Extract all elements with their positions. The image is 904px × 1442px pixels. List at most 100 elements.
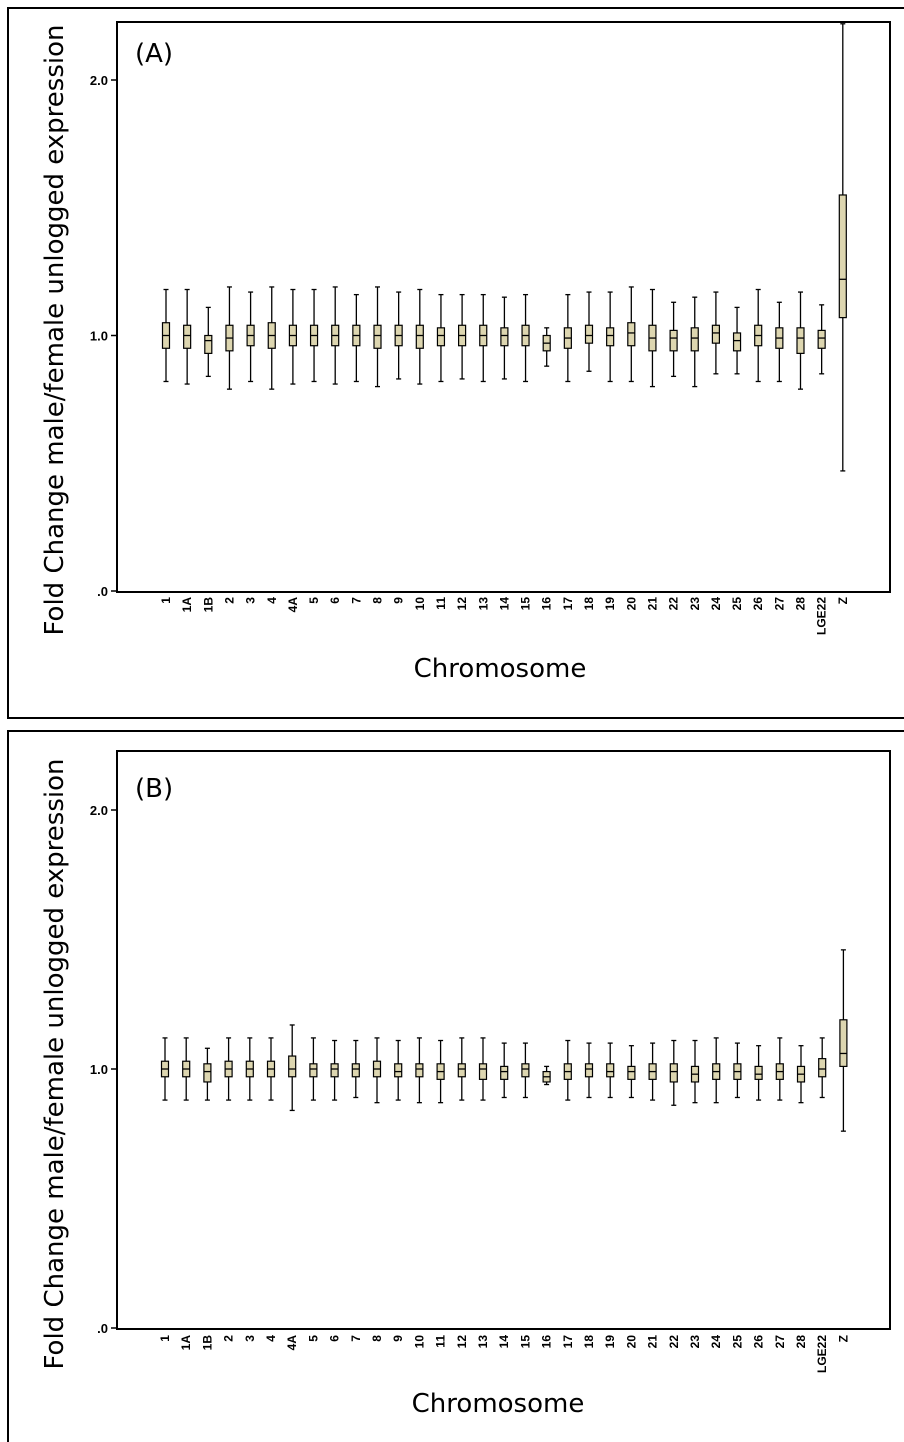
x-tick-label: Z — [836, 1335, 850, 1342]
x-tick-label: 7 — [349, 1335, 363, 1342]
box-18 — [584, 291, 594, 372]
box-16 — [542, 1065, 551, 1086]
panel-b-frame — [7, 730, 904, 1442]
box-10 — [415, 1037, 424, 1104]
box-iqr — [288, 1055, 297, 1078]
box-iqr — [500, 327, 509, 347]
box-14 — [500, 1042, 509, 1099]
x-tick-label: 22 — [667, 597, 681, 611]
box-8 — [373, 286, 382, 388]
x-tick-label: 12 — [455, 1335, 469, 1349]
x-tick-label: 5 — [307, 597, 321, 604]
panel-a-x-ticks: 1 1A 1B 2 3 4 4A 5 6 7 8 9 10 11 12 13 14 15 16 17 18 19 20 21 2… — [159, 597, 850, 635]
box-iqr — [394, 1063, 403, 1078]
y-tick-label: 1.0 — [90, 329, 108, 344]
y-tick-label: 2.0 — [90, 803, 108, 818]
x-tick-label: 23 — [688, 597, 702, 611]
x-tick-label: 11 — [434, 1335, 448, 1348]
x-tick-label: 8 — [370, 1335, 384, 1342]
box-iqr — [669, 329, 678, 352]
box-1B — [203, 1047, 212, 1101]
box-iqr — [627, 1065, 636, 1080]
x-tick-label: 27 — [773, 1335, 787, 1349]
x-tick-label: 14 — [497, 1335, 511, 1349]
box-28 — [796, 1045, 806, 1104]
box-2 — [224, 1037, 233, 1101]
box-LGE22 — [817, 304, 826, 375]
x-tick-label: 25 — [730, 597, 744, 611]
box-1 — [160, 1037, 170, 1101]
x-tick-label: 20 — [624, 597, 638, 611]
box-5 — [309, 1037, 318, 1101]
y-tick-label: 2.0 — [90, 73, 108, 88]
x-tick-label: 10 — [412, 1335, 426, 1349]
x-tick-label: 8 — [371, 597, 385, 604]
x-tick-label: 13 — [476, 597, 490, 611]
box-iqr — [584, 1063, 594, 1078]
box-14 — [500, 296, 509, 380]
panel-a-y-axis-label: Fold Change male/female unlogged express… — [40, 25, 70, 636]
x-tick-label: 1B — [200, 1335, 214, 1351]
panel-b-y-axis-label: Fold Change male/female unlogged express… — [40, 759, 70, 1370]
x-tick-label: 5 — [306, 1335, 320, 1342]
box-18 — [584, 1042, 594, 1099]
x-tick-label: 13 — [476, 1335, 490, 1349]
box-iqr — [606, 1063, 615, 1078]
x-tick-label: 19 — [603, 597, 617, 611]
x-tick-label: 1 — [158, 1335, 172, 1342]
box-27 — [775, 1037, 784, 1101]
box-25 — [733, 1042, 742, 1099]
box-1 — [161, 288, 171, 383]
box-26 — [754, 1045, 763, 1101]
box-1B — [204, 306, 213, 378]
x-tick-label: 21 — [645, 597, 659, 611]
box-iqr — [754, 1065, 763, 1080]
box-13 — [479, 293, 488, 383]
panel-a-label: (A) — [135, 39, 173, 69]
panel-a-y-ticks: .0 1.0 2.0 — [90, 73, 117, 599]
box-iqr — [627, 322, 636, 347]
box-12 — [458, 293, 467, 380]
x-tick-label: 1A — [179, 1335, 193, 1351]
x-tick-label: 25 — [730, 1335, 744, 1349]
box-2 — [225, 286, 234, 390]
box-7 — [352, 293, 361, 383]
x-tick-label: 14 — [497, 597, 511, 611]
box-iqr — [436, 327, 446, 347]
box-iqr — [817, 329, 826, 349]
box-iqr — [415, 1063, 424, 1078]
box-21 — [648, 1042, 657, 1101]
box-1A — [183, 288, 192, 385]
x-tick-label: Z — [836, 597, 850, 604]
box-3 — [246, 291, 255, 383]
box-17 — [563, 1039, 572, 1101]
x-tick-label: 3 — [244, 597, 258, 604]
x-tick-label: LGE22 — [815, 597, 829, 635]
x-tick-label: 17 — [561, 597, 575, 611]
x-tick-label: 1B — [201, 597, 215, 613]
panel-a-boxes — [161, 23, 847, 472]
box-19 — [606, 1042, 615, 1099]
box-1A — [182, 1037, 191, 1101]
x-tick-label: 19 — [603, 1335, 617, 1349]
box-17 — [563, 293, 572, 383]
box-15 — [521, 1042, 530, 1099]
box-iqr — [839, 1019, 848, 1068]
box-19 — [606, 291, 615, 383]
box-9 — [394, 1039, 403, 1101]
panel-a-plot-area — [116, 21, 891, 593]
y-tick-label: 1.0 — [90, 1062, 108, 1077]
box-iqr — [500, 1065, 509, 1080]
x-tick-label: 7 — [349, 597, 363, 604]
panel-b-label: (B) — [135, 774, 173, 804]
box-23 — [690, 296, 699, 388]
box-iqr — [351, 1063, 360, 1078]
x-tick-label: 2 — [222, 1335, 236, 1342]
x-tick-label: 4 — [265, 597, 279, 604]
x-tick-label: 15 — [519, 597, 533, 611]
box-Z — [838, 23, 847, 472]
x-tick-label: 16 — [540, 1335, 554, 1349]
x-tick-label: 1A — [180, 597, 194, 613]
x-tick-label: 15 — [518, 1335, 532, 1349]
